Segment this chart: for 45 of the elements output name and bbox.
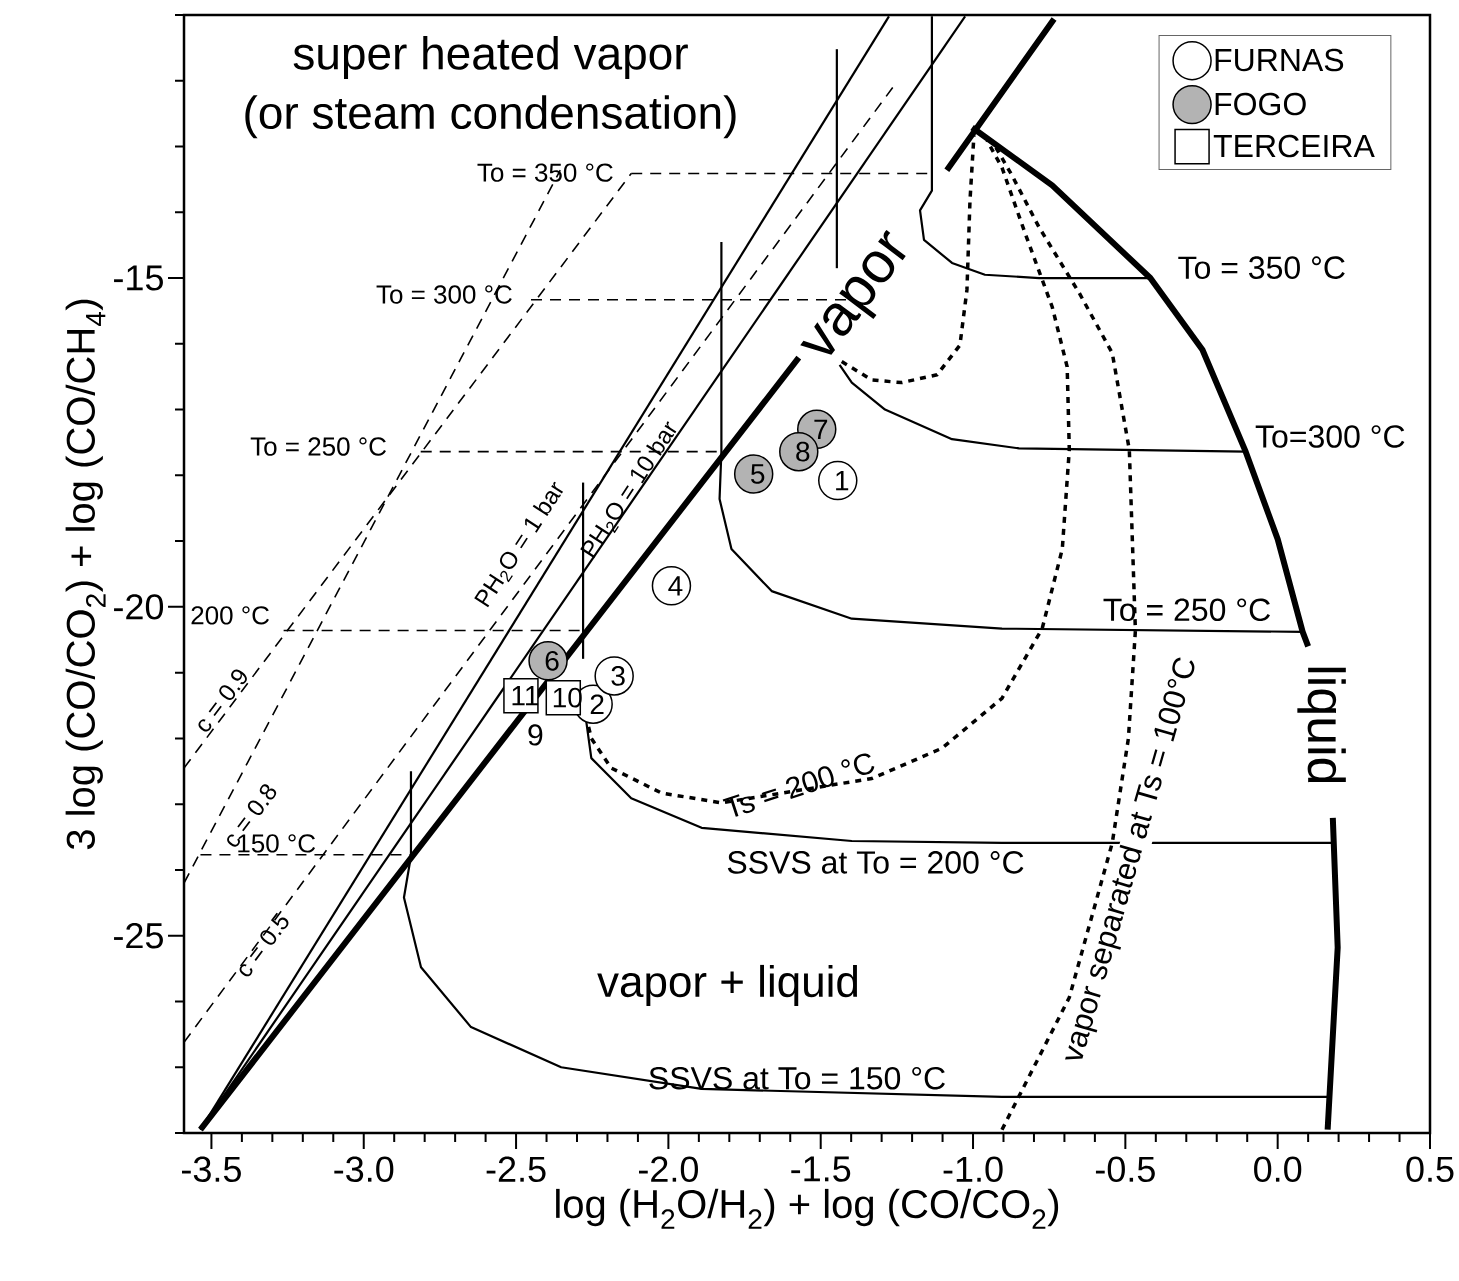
x-tick-label: -2.0	[638, 1156, 698, 1182]
annotation: 6	[545, 650, 559, 671]
annotation: c = 0.5	[239, 912, 289, 977]
annotation: 4	[668, 576, 683, 596]
annotation: 9	[528, 724, 543, 746]
x-tick-label: -3.5	[182, 1156, 241, 1182]
annotation: SSVS at To = 200 °C	[727, 851, 1024, 874]
annotation: 5	[751, 464, 765, 484]
x-tick-label: -1.0	[943, 1156, 1003, 1182]
annotation: To = 300 °C	[376, 285, 512, 304]
legend-label: FOGO	[1215, 92, 1306, 116]
annotation: To = 350 °C	[477, 163, 613, 182]
annotation: 2	[590, 694, 604, 714]
annotation: 200 °C	[191, 606, 269, 625]
annotation: To=300 °C	[1255, 425, 1405, 448]
annotation: To = 250 °C	[250, 437, 386, 456]
x-tick-label: -0.5	[1095, 1156, 1155, 1182]
annotation: 150 °C	[238, 834, 316, 853]
x-tick-label: -2.5	[486, 1156, 546, 1182]
legend-label: FURNAS	[1215, 48, 1344, 72]
x-tick-label: 0.5	[1406, 1156, 1454, 1182]
y-tick-label: -20	[114, 594, 164, 620]
annotation: 7	[814, 419, 828, 439]
annotation: vapor + liquid	[597, 964, 858, 1006]
annotation: (or steam condensation)	[245, 95, 736, 139]
annotation: Ts = 200 °C	[722, 753, 875, 817]
annotation: liquid	[1297, 667, 1346, 783]
annotation: To = 250 °C	[1103, 598, 1270, 622]
annotation: c = 0.9	[198, 669, 247, 732]
annotation: 8	[796, 441, 810, 462]
x-tick-label: -1.5	[791, 1156, 851, 1182]
x-tick-label: -3.0	[334, 1156, 394, 1182]
annotation: 3	[611, 666, 625, 686]
y-tick-label: -15	[114, 265, 163, 291]
legend-label: TERCEIRA	[1213, 134, 1375, 158]
y-axis-title: 3 log (CO/CO$_{2}$) + log (CO/CH$_{4}$)	[65, 299, 106, 850]
annotation: super heated vapor	[293, 36, 688, 79]
annotation: vapor separated at Ts = 100°C	[1065, 657, 1195, 1060]
annotation: PH$_{2}$O = 1 bar	[474, 481, 564, 608]
x-axis-title: log (H$_{2}$O/H$_{2}$) + log (CO/CO$_{2}$)	[556, 1188, 1059, 1229]
y-tick-label: -25	[114, 922, 163, 949]
annotation: SSVS at To = 150 °C	[649, 1066, 945, 1090]
x-tick-label: 0.0	[1254, 1156, 1302, 1182]
annotation: 1	[836, 470, 849, 491]
annotation: To = 350 °C	[1178, 256, 1345, 279]
